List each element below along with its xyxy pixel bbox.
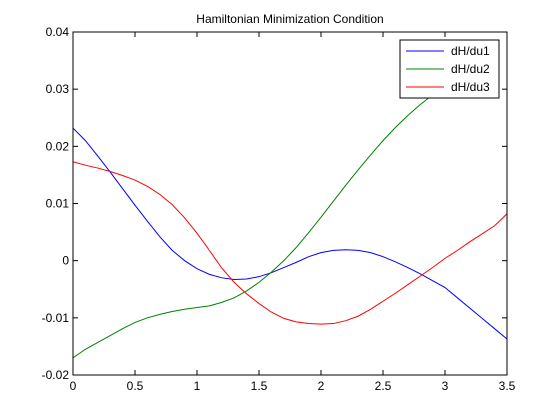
series-line-2 bbox=[73, 69, 483, 359]
ticks-layer: 0 0.5 1 1.5 2 2.5 3 3.5 -0.02 -0.01 0 0.01 0.02 0.03 0… bbox=[42, 25, 516, 393]
legend-label-1: dH/du1 bbox=[451, 44, 490, 58]
y-tick-label: 0 bbox=[62, 254, 69, 268]
y-tick-label: 0.04 bbox=[46, 25, 70, 39]
y-tick-label: 0.01 bbox=[46, 197, 70, 211]
y-tick-label: 0.03 bbox=[46, 82, 70, 96]
x-tick-label: 3.5 bbox=[499, 379, 516, 393]
legend-label-2: dH/du2 bbox=[451, 62, 490, 76]
series-line-3 bbox=[73, 161, 507, 325]
legend-label-3: dH/du3 bbox=[451, 80, 490, 94]
series-layer bbox=[73, 69, 507, 359]
y-tick-label: 0.02 bbox=[46, 139, 70, 153]
x-tick-label: 3 bbox=[442, 379, 449, 393]
x-tick-label: 1.5 bbox=[251, 379, 268, 393]
legend: dH/du1 dH/du2 dH/du3 bbox=[399, 39, 500, 99]
x-tick-label: 2 bbox=[318, 379, 325, 393]
series-line-1 bbox=[73, 127, 507, 340]
x-tick-label: 0 bbox=[70, 379, 77, 393]
x-tick-label: 2.5 bbox=[375, 379, 392, 393]
x-tick-label: 1 bbox=[194, 379, 201, 393]
y-tick-label: -0.01 bbox=[42, 311, 70, 325]
x-tick-label: 0.5 bbox=[127, 379, 144, 393]
y-tick-label: -0.02 bbox=[42, 368, 70, 382]
chart-title: Hamiltonian Minimization Condition bbox=[196, 12, 383, 26]
